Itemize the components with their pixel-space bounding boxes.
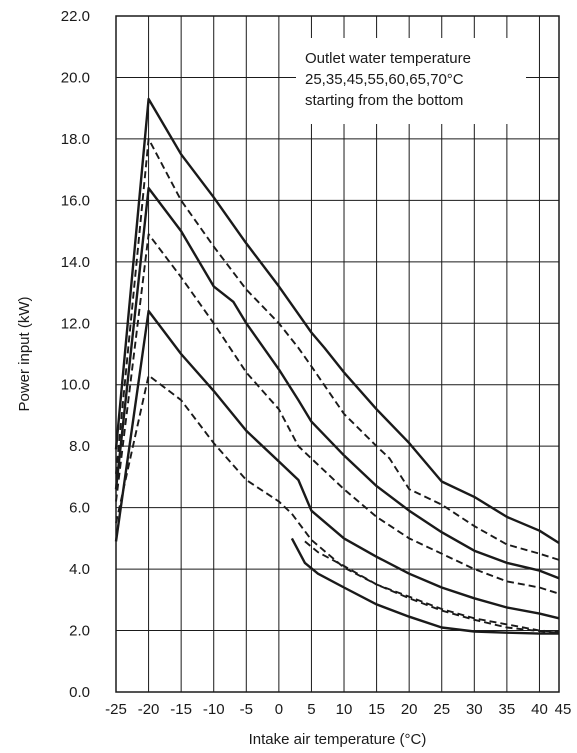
x-tick-label: 40: [531, 701, 548, 718]
x-axis-label: Intake air temperature (°C): [249, 731, 427, 748]
y-tick-label: 4.0: [69, 561, 90, 578]
series-line-8-solid: [116, 99, 559, 543]
series-lines: [116, 99, 559, 634]
annotation-line-3: starting from the bottom: [305, 92, 463, 109]
y-tick-label: 22.0: [61, 8, 90, 25]
series-line-6-solid: [116, 188, 559, 578]
series-line-3-solid: [116, 311, 559, 618]
x-tick-label: -25: [105, 701, 127, 718]
x-tick-label: 25: [433, 701, 450, 718]
y-tick-label: 10.0: [61, 377, 90, 394]
series-line-4-dashed: [116, 376, 559, 633]
y-tick-label: 16.0: [61, 192, 90, 209]
y-tick-label: 18.0: [61, 131, 90, 148]
y-tick-label: 20.0: [61, 69, 90, 86]
x-tick-label: -20: [138, 701, 160, 718]
series-line-5-dashed: [116, 234, 559, 594]
x-tick-labels: -25 -20 -15 -10 -5 0 5 10 15 20 25 30 35 40 45: [105, 701, 571, 718]
x-tick-label: -15: [170, 701, 192, 718]
x-tick-label: -10: [203, 701, 225, 718]
y-tick-label: 2.0: [69, 623, 90, 640]
series-line-1-solid: [292, 538, 559, 633]
annotation-line-1: Outlet water temperature: [305, 50, 471, 67]
y-tick-label: 6.0: [69, 500, 90, 517]
y-tick-label: 14.0: [61, 254, 90, 271]
annotation-line-2: 25,35,45,55,60,65,70°C: [305, 71, 464, 88]
x-tick-label: 20: [401, 701, 418, 718]
x-tick-label: 5: [307, 701, 315, 718]
x-tick-label: 35: [499, 701, 516, 718]
y-tick-label: 12.0: [61, 315, 90, 332]
x-tick-label: 45: [555, 701, 572, 718]
annotation-box: Outlet water temperature 25,35,45,55,60,…: [296, 38, 526, 124]
series-line-7-dashed: [116, 139, 559, 560]
x-tick-label: 15: [368, 701, 385, 718]
y-tick-label: 0.0: [69, 684, 90, 701]
y-axis-label: Power input (kW): [16, 296, 33, 411]
x-tick-label: 0: [275, 701, 283, 718]
y-tick-label: 8.0: [69, 438, 90, 455]
x-tick-label: 30: [466, 701, 483, 718]
y-tick-labels: 0.0 2.0 4.0 6.0 8.0 10.0 12.0 14.0 16.0 18.0 20.0 2…: [61, 8, 90, 701]
x-tick-label: -5: [240, 701, 253, 718]
x-tick-label: 10: [336, 701, 353, 718]
